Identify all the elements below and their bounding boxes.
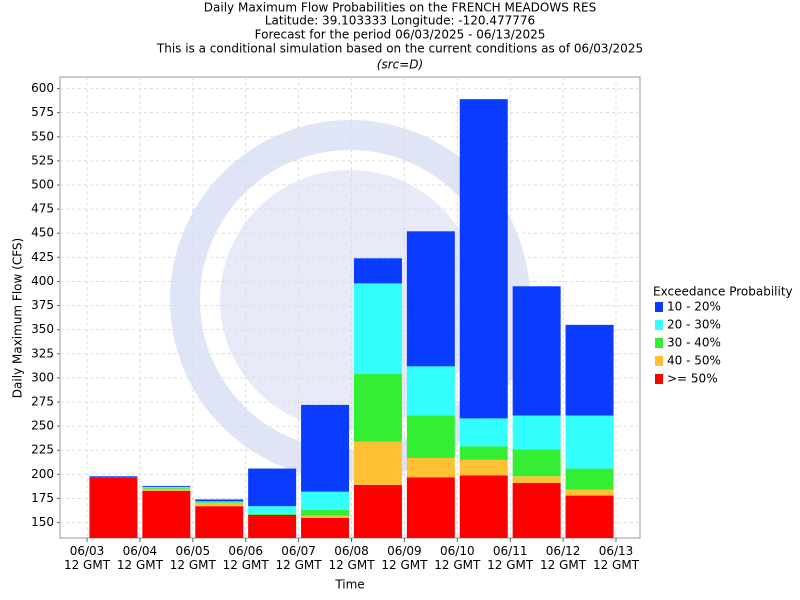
- title: Forecast for the period 06/03/2025 - 06/…: [255, 28, 546, 42]
- bar-segment: [195, 503, 244, 507]
- legend-swatch: [655, 320, 663, 330]
- bar-segment: [459, 475, 508, 538]
- x-tick-label: 06/12 12 GMT: [540, 544, 587, 572]
- y-tick-label: 450: [31, 226, 54, 240]
- y-tick-label: 375: [31, 298, 54, 312]
- bar-segment: [248, 513, 297, 515]
- legend-title: Exceedance Probability: [653, 285, 793, 299]
- bar-segment: [512, 415, 561, 450]
- bar-segment: [195, 506, 244, 538]
- legend-label: 40 - 50%: [667, 354, 721, 368]
- bar-segment: [512, 286, 561, 416]
- bar-segment: [459, 99, 508, 419]
- bar-segment: [142, 485, 191, 487]
- y-tick-label: 300: [31, 370, 54, 384]
- y-tick-label: 475: [31, 202, 54, 216]
- bar-segment: [89, 477, 138, 538]
- bar-segment: [565, 495, 614, 538]
- bar-segment: [353, 258, 402, 284]
- legend-swatch: [655, 374, 663, 384]
- legend-swatch: [655, 356, 663, 366]
- legend-swatch: [655, 302, 663, 312]
- bar-segment: [459, 446, 508, 460]
- x-tick-label: 06/11 12 GMT: [487, 544, 534, 572]
- bar-segment: [406, 366, 455, 416]
- legend-label: >= 50%: [667, 372, 718, 386]
- bar-segment: [406, 231, 455, 367]
- y-tick-label: 325: [31, 346, 54, 360]
- y-tick-label: 575: [31, 105, 54, 119]
- y-tick-label: 600: [31, 81, 54, 95]
- x-axis-label: Time: [334, 578, 364, 592]
- y-axis-label: Daily Maximum Flow (CFS): [11, 238, 25, 398]
- legend-label: 10 - 20%: [667, 300, 721, 314]
- y-tick-label: 250: [31, 419, 54, 433]
- x-tick-label: 06/03 12 GMT: [64, 544, 111, 572]
- x-tick-label: 06/13 12 GMT: [593, 544, 640, 572]
- y-tick-label: 525: [31, 153, 54, 167]
- bar-segment: [142, 487, 191, 489]
- y-tick-label: 150: [31, 515, 54, 529]
- legend-label: 30 - 40%: [667, 336, 721, 350]
- x-tick-label: 06/08 12 GMT: [328, 544, 375, 572]
- x-tick-label: 06/07 12 GMT: [276, 544, 323, 572]
- bar-segment: [195, 501, 244, 503]
- bar-segment: [512, 449, 561, 477]
- y-tick-label: 500: [31, 178, 54, 192]
- bar-segment: [248, 468, 297, 507]
- bar-segment: [459, 459, 508, 476]
- bar-segment: [248, 514, 297, 538]
- bar-segment: [353, 484, 402, 538]
- bar-segment: [512, 483, 561, 538]
- title: This is a conditional simulation based o…: [156, 42, 643, 56]
- bar-segment: [195, 499, 244, 502]
- bar-segment: [459, 418, 508, 447]
- bar-segment: [248, 506, 297, 514]
- x-tick-label: 06/05 12 GMT: [170, 544, 217, 572]
- y-tick-label: 275: [31, 395, 54, 409]
- bar-segment: [565, 415, 614, 469]
- bar-segment: [565, 324, 614, 416]
- y-tick-label: 225: [31, 443, 54, 457]
- title: Daily Maximum Flow Probabilities on the …: [204, 1, 596, 15]
- legend-label: 20 - 30%: [667, 318, 721, 332]
- y-tick-label: 200: [31, 467, 54, 481]
- bar-segment: [353, 441, 402, 485]
- bar-segment: [301, 491, 350, 511]
- bar-segment: [353, 374, 402, 442]
- bar-segment: [142, 486, 191, 488]
- bar-segment: [565, 489, 614, 496]
- bar-segment: [406, 415, 455, 458]
- bar-segment: [512, 476, 561, 484]
- bar-segment: [301, 510, 350, 516]
- y-tick-label: 350: [31, 322, 54, 336]
- bar-segment: [353, 283, 402, 375]
- x-tick-label: 06/04 12 GMT: [117, 544, 164, 572]
- title: Latitude: 39.103333 Longitude: -120.4777…: [265, 14, 535, 28]
- x-tick-label: 06/09 12 GMT: [381, 544, 428, 572]
- legend-swatch: [655, 338, 663, 348]
- bar-segment: [142, 488, 191, 491]
- x-tick-label: 06/06 12 GMT: [223, 544, 270, 572]
- bar-segment: [301, 404, 350, 492]
- subtitle: (src=D): [377, 58, 423, 72]
- bar-segment: [406, 477, 455, 538]
- bar-segment: [301, 517, 350, 538]
- bar-segment: [565, 468, 614, 490]
- y-tick-label: 175: [31, 491, 54, 505]
- bar-segment: [89, 476, 138, 478]
- y-tick-label: 400: [31, 274, 54, 288]
- bar-segment: [301, 515, 350, 518]
- bar-segment: [195, 502, 244, 504]
- y-tick-label: 425: [31, 250, 54, 264]
- bar-segment: [406, 457, 455, 478]
- y-tick-label: 550: [31, 129, 54, 143]
- x-tick-label: 06/10 12 GMT: [434, 544, 481, 572]
- bar-segment: [142, 490, 191, 538]
